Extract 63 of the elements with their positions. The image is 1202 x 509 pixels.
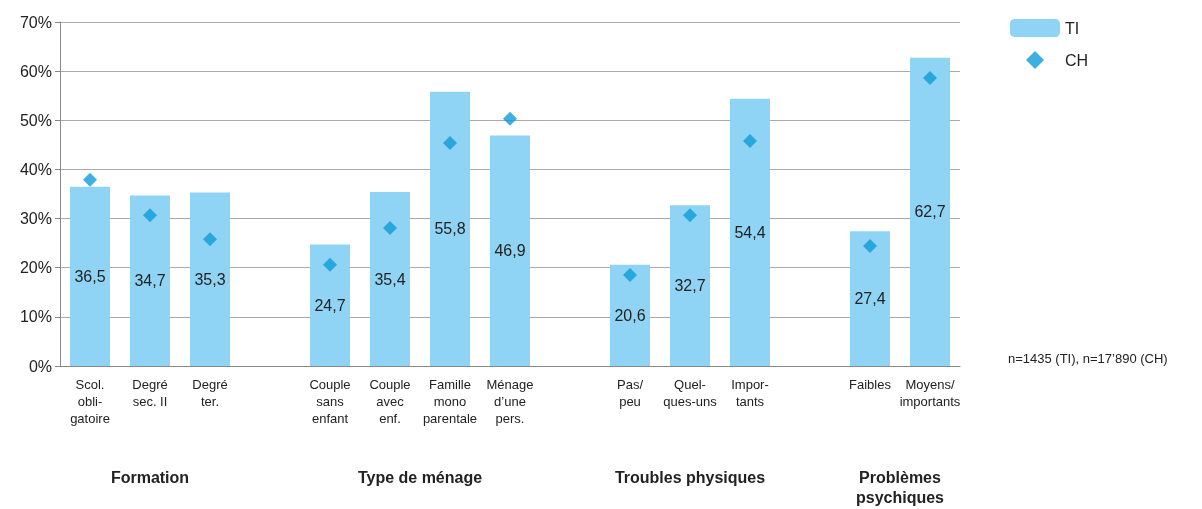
bar [910, 57, 950, 366]
y-tick-label: 60% [19, 62, 52, 80]
bar [730, 98, 770, 366]
x-tick-label: Couple avec enf. [369, 377, 411, 426]
data-label: 24,7 [314, 296, 346, 314]
x-tick-label: Moyens/ importants [899, 377, 961, 409]
bar [490, 135, 530, 366]
text: Type de ménage [357, 468, 483, 486]
point [923, 71, 937, 86]
point [383, 220, 397, 235]
bar [850, 231, 890, 366]
legend-label: CH [1065, 51, 1089, 69]
bar [70, 186, 110, 366]
text: Problèmes psychiques [855, 468, 945, 506]
bar [190, 192, 230, 366]
point [323, 257, 337, 272]
bar [370, 192, 410, 366]
text: Troubles physiques [614, 468, 766, 486]
y-tick-label: 70% [19, 13, 52, 31]
data-label: 36,5 [74, 267, 106, 285]
bar [670, 205, 710, 366]
data-label: 35,3 [194, 270, 226, 288]
x-tick-label: Impor- tants [731, 377, 769, 409]
bar [130, 195, 170, 366]
y-tick-label: 10% [19, 308, 52, 326]
point [623, 268, 637, 283]
y-tick-label: 40% [19, 160, 52, 178]
x-tick-label: Quel- ques-uns [663, 377, 718, 409]
point [83, 172, 97, 187]
point [863, 239, 877, 254]
point [503, 111, 517, 126]
y-tick-label: 20% [19, 259, 52, 277]
data-label: 54,4 [734, 223, 766, 241]
point [683, 208, 697, 223]
point [443, 135, 457, 150]
data-label: 35,4 [374, 270, 406, 288]
data-label: 32,7 [674, 277, 706, 295]
x-tick-label: Faibles [849, 377, 892, 392]
data-label: 27,4 [854, 290, 886, 308]
bar [610, 264, 650, 366]
x-tick-label: Degré ter. [192, 377, 228, 409]
x-tick-label: Ménage d’une pers. [486, 377, 534, 426]
text: n=1435 (TI), n=17’890 (CH) [1008, 351, 1168, 366]
x-tick-label: Pas/ peu [616, 377, 644, 409]
text: Formation [110, 468, 190, 486]
x-tick-label: Couple sans enfant [309, 377, 351, 426]
data-label: 55,8 [434, 220, 466, 238]
bar [430, 91, 470, 366]
x-tick-label: Scol. obli- gatoire [70, 377, 110, 426]
y-tick-label: 50% [19, 111, 52, 129]
x-tick-label: Degré sec. II [132, 377, 168, 409]
data-label: 20,6 [614, 306, 646, 324]
data-label: 34,7 [134, 272, 166, 290]
point [143, 208, 157, 223]
legend-label: TI [1065, 19, 1080, 37]
bar [310, 244, 350, 366]
y-tick-label: 0% [28, 357, 52, 375]
data-label: 46,9 [494, 242, 526, 260]
point [203, 232, 217, 247]
x-tick-label: Famille mono parentale [422, 377, 478, 426]
point [743, 133, 757, 148]
data-label: 62,7 [914, 203, 946, 221]
y-tick-label: 30% [19, 210, 52, 228]
